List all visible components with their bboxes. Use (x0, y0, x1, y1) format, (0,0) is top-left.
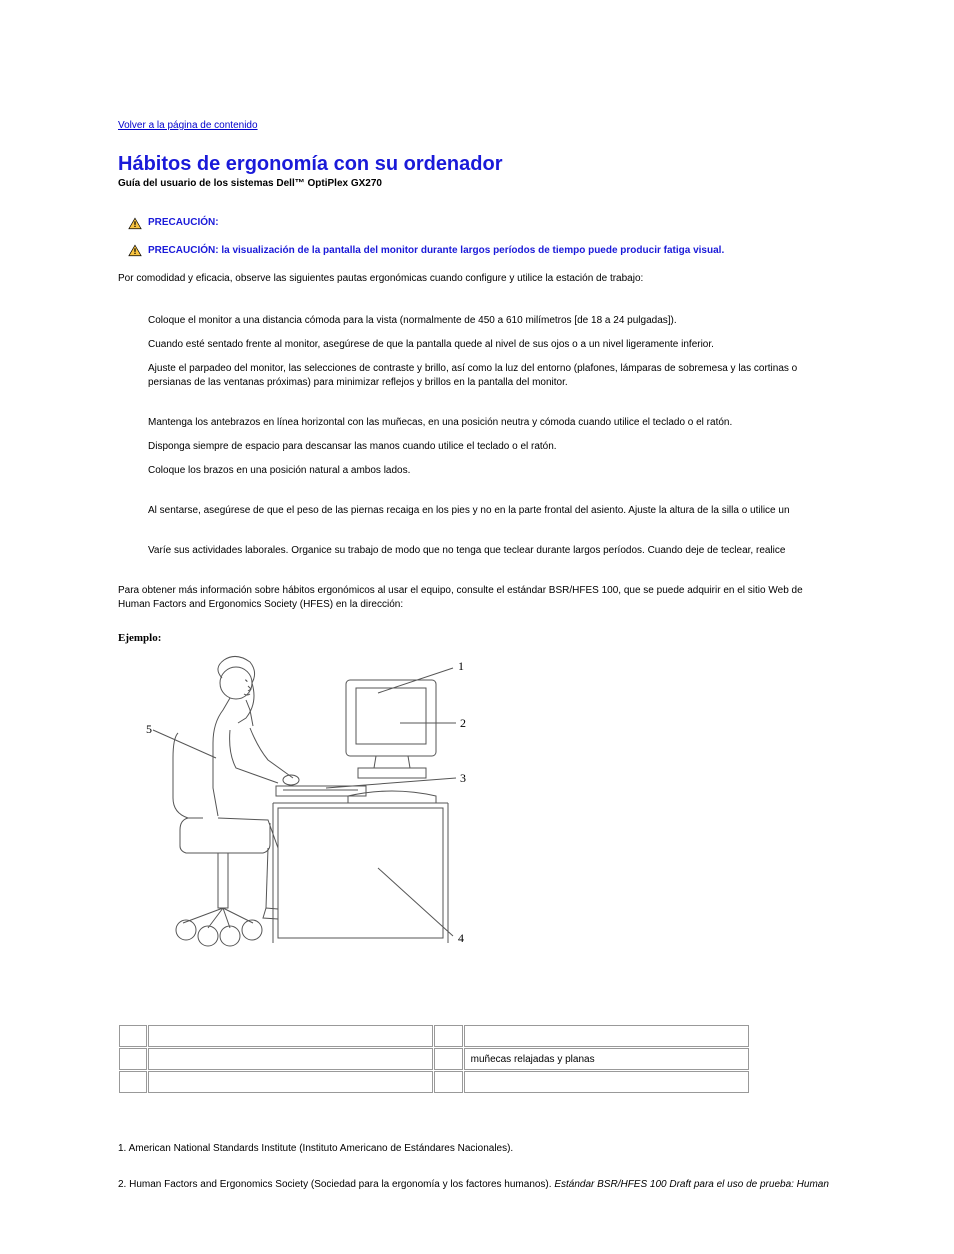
guideline-8: Varíe sus actividades laborales. Organic… (118, 544, 836, 558)
caution-2-text: PRECAUCIÓN: la visualización de la panta… (148, 244, 724, 258)
legend-cell (434, 1025, 462, 1047)
legend-table: muñecas relajadas y planas (118, 1024, 750, 1094)
callout-2: 2 (460, 716, 466, 730)
reference-text: Para obtener más información sobre hábit… (118, 584, 836, 612)
footnote-2b: Estándar BSR/HFES 100 Draft para el uso … (554, 1179, 829, 1190)
table-row (119, 1071, 749, 1093)
caution-1: PRECAUCIÓN: (118, 217, 836, 230)
legend-cell (119, 1025, 147, 1047)
callout-1: 1 (458, 659, 464, 673)
legend-cell (148, 1025, 433, 1047)
guideline-5: Disponga siempre de espacio para descans… (118, 440, 836, 454)
legend-cell (119, 1048, 147, 1070)
guideline-6: Coloque los brazos en una posición natur… (118, 464, 836, 478)
caution-2: PRECAUCIÓN: la visualización de la panta… (118, 244, 836, 258)
intro-text: Por comodidad y eficacia, observe las si… (118, 272, 836, 286)
page-subtitle: Guía del usuario de los sistemas Dell™ O… (118, 178, 836, 189)
caution-icon (128, 217, 142, 230)
guideline-1: Coloque el monitor a una distancia cómod… (118, 314, 836, 328)
callout-4: 4 (458, 931, 464, 945)
page-title: Hábitos de ergonomía con su ordenador (118, 153, 836, 176)
ergonomics-figure: 1 2 3 4 5 (118, 648, 836, 968)
guideline-4: Mantenga los antebrazos en línea horizon… (118, 416, 836, 430)
legend-cell (434, 1071, 462, 1093)
legend-cell (119, 1071, 147, 1093)
legend-cell (148, 1048, 433, 1070)
back-link[interactable]: Volver a la página de contenido (118, 120, 258, 131)
caution-icon (128, 244, 142, 257)
guideline-2: Cuando esté sentado frente al monitor, a… (118, 338, 836, 352)
table-row (119, 1025, 749, 1047)
table-row: muñecas relajadas y planas (119, 1048, 749, 1070)
footnote-1: 1. American National Standards Institute… (118, 1142, 836, 1156)
footnote-2: 2. Human Factors and Ergonomics Society … (118, 1178, 836, 1192)
legend-cell (464, 1025, 749, 1047)
caution-2-body: la visualización de la pantalla del moni… (219, 245, 725, 256)
legend-cell (464, 1071, 749, 1093)
example-label: Ejemplo: (118, 632, 836, 644)
footnote-2a: 2. Human Factors and Ergonomics Society … (118, 1179, 554, 1190)
legend-cell (148, 1071, 433, 1093)
caution-1-label: PRECAUCIÓN: (148, 217, 219, 228)
callout-3: 3 (460, 771, 466, 785)
legend-cell: muñecas relajadas y planas (464, 1048, 749, 1070)
callout-5: 5 (146, 722, 152, 736)
caution-2-label: PRECAUCIÓN: (148, 245, 219, 256)
guideline-3: Ajuste el parpadeo del monitor, las sele… (118, 362, 836, 390)
guideline-7: Al sentarse, asegúrese de que el peso de… (118, 504, 836, 518)
legend-cell (434, 1048, 462, 1070)
